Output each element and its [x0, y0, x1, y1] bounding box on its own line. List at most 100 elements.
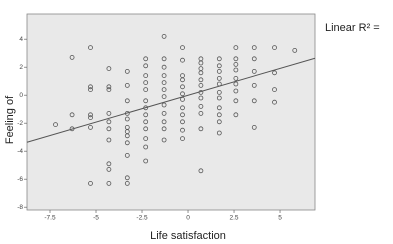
point [251, 83, 257, 88]
point [161, 56, 167, 62]
point [143, 119, 149, 125]
point [233, 62, 239, 67]
point [161, 73, 167, 78]
point [161, 137, 167, 143]
point [180, 77, 185, 83]
point [198, 70, 204, 76]
point [143, 112, 149, 118]
point [216, 119, 222, 125]
point [143, 87, 149, 92]
point [216, 76, 222, 81]
point [161, 87, 167, 92]
point [124, 180, 130, 186]
point [198, 83, 204, 88]
point [233, 81, 239, 87]
point [124, 140, 130, 146]
point [143, 73, 149, 78]
point [216, 105, 222, 111]
plot-area [26, 13, 316, 211]
point [106, 87, 112, 92]
y-tick-label: 0 [19, 92, 23, 99]
point [69, 55, 75, 60]
point [143, 126, 149, 132]
point [88, 125, 93, 130]
point [124, 133, 130, 139]
y-tick-label: -4 [17, 148, 23, 155]
point [216, 112, 222, 118]
point [124, 69, 130, 74]
point [198, 104, 204, 109]
x-tick-label: 5 [278, 215, 282, 222]
point [216, 90, 222, 95]
point [161, 34, 167, 39]
point [143, 144, 149, 150]
point [106, 111, 112, 116]
fit-line [26, 57, 316, 143]
point [124, 116, 130, 122]
point [124, 152, 130, 158]
point [216, 56, 222, 62]
point [180, 105, 185, 111]
point [233, 67, 239, 73]
point [143, 80, 149, 85]
y-tick-label: -6 [17, 176, 23, 183]
point [216, 95, 222, 101]
y-tick-label: -8 [17, 204, 23, 211]
point [143, 63, 149, 69]
point [161, 126, 167, 132]
point [88, 180, 93, 186]
y-tick-label: 4 [19, 36, 23, 43]
point [106, 166, 112, 172]
annotation: Linear R² = [325, 22, 380, 34]
x-tick-label: -7.5 [44, 215, 56, 222]
point [161, 102, 167, 108]
point [180, 57, 185, 63]
point [251, 69, 257, 74]
point [272, 99, 277, 105]
point [161, 64, 167, 70]
point [198, 111, 204, 116]
point [143, 158, 149, 164]
point [198, 95, 204, 101]
point [106, 180, 112, 186]
point [180, 119, 185, 125]
point [88, 112, 93, 118]
x-axis-label: Life satisfaction [150, 230, 226, 242]
point [106, 119, 112, 125]
point [233, 98, 239, 104]
point [180, 91, 185, 97]
point [161, 111, 167, 116]
point [233, 88, 239, 94]
point [180, 84, 185, 90]
point [88, 84, 93, 90]
x-tick-label: -5 [93, 215, 99, 222]
point [161, 94, 167, 99]
point [198, 168, 204, 174]
point [233, 45, 239, 50]
point [180, 136, 185, 142]
point [106, 137, 112, 143]
point [251, 45, 257, 50]
point [180, 45, 185, 50]
point [180, 127, 185, 133]
point [198, 126, 204, 132]
x-tick-label: 2.5 [230, 215, 239, 222]
point [198, 77, 204, 83]
point [53, 122, 58, 127]
point [143, 136, 149, 142]
point [272, 87, 277, 92]
point [106, 161, 112, 167]
point [161, 119, 167, 125]
point [233, 56, 239, 62]
point [106, 84, 112, 90]
point [251, 98, 257, 104]
point [198, 60, 204, 66]
point [143, 98, 149, 104]
point [272, 70, 277, 76]
point [216, 63, 222, 69]
point [124, 98, 130, 104]
x-tick-label: 0 [186, 215, 190, 222]
point [272, 45, 277, 50]
y-tick-label: 2 [19, 64, 23, 71]
